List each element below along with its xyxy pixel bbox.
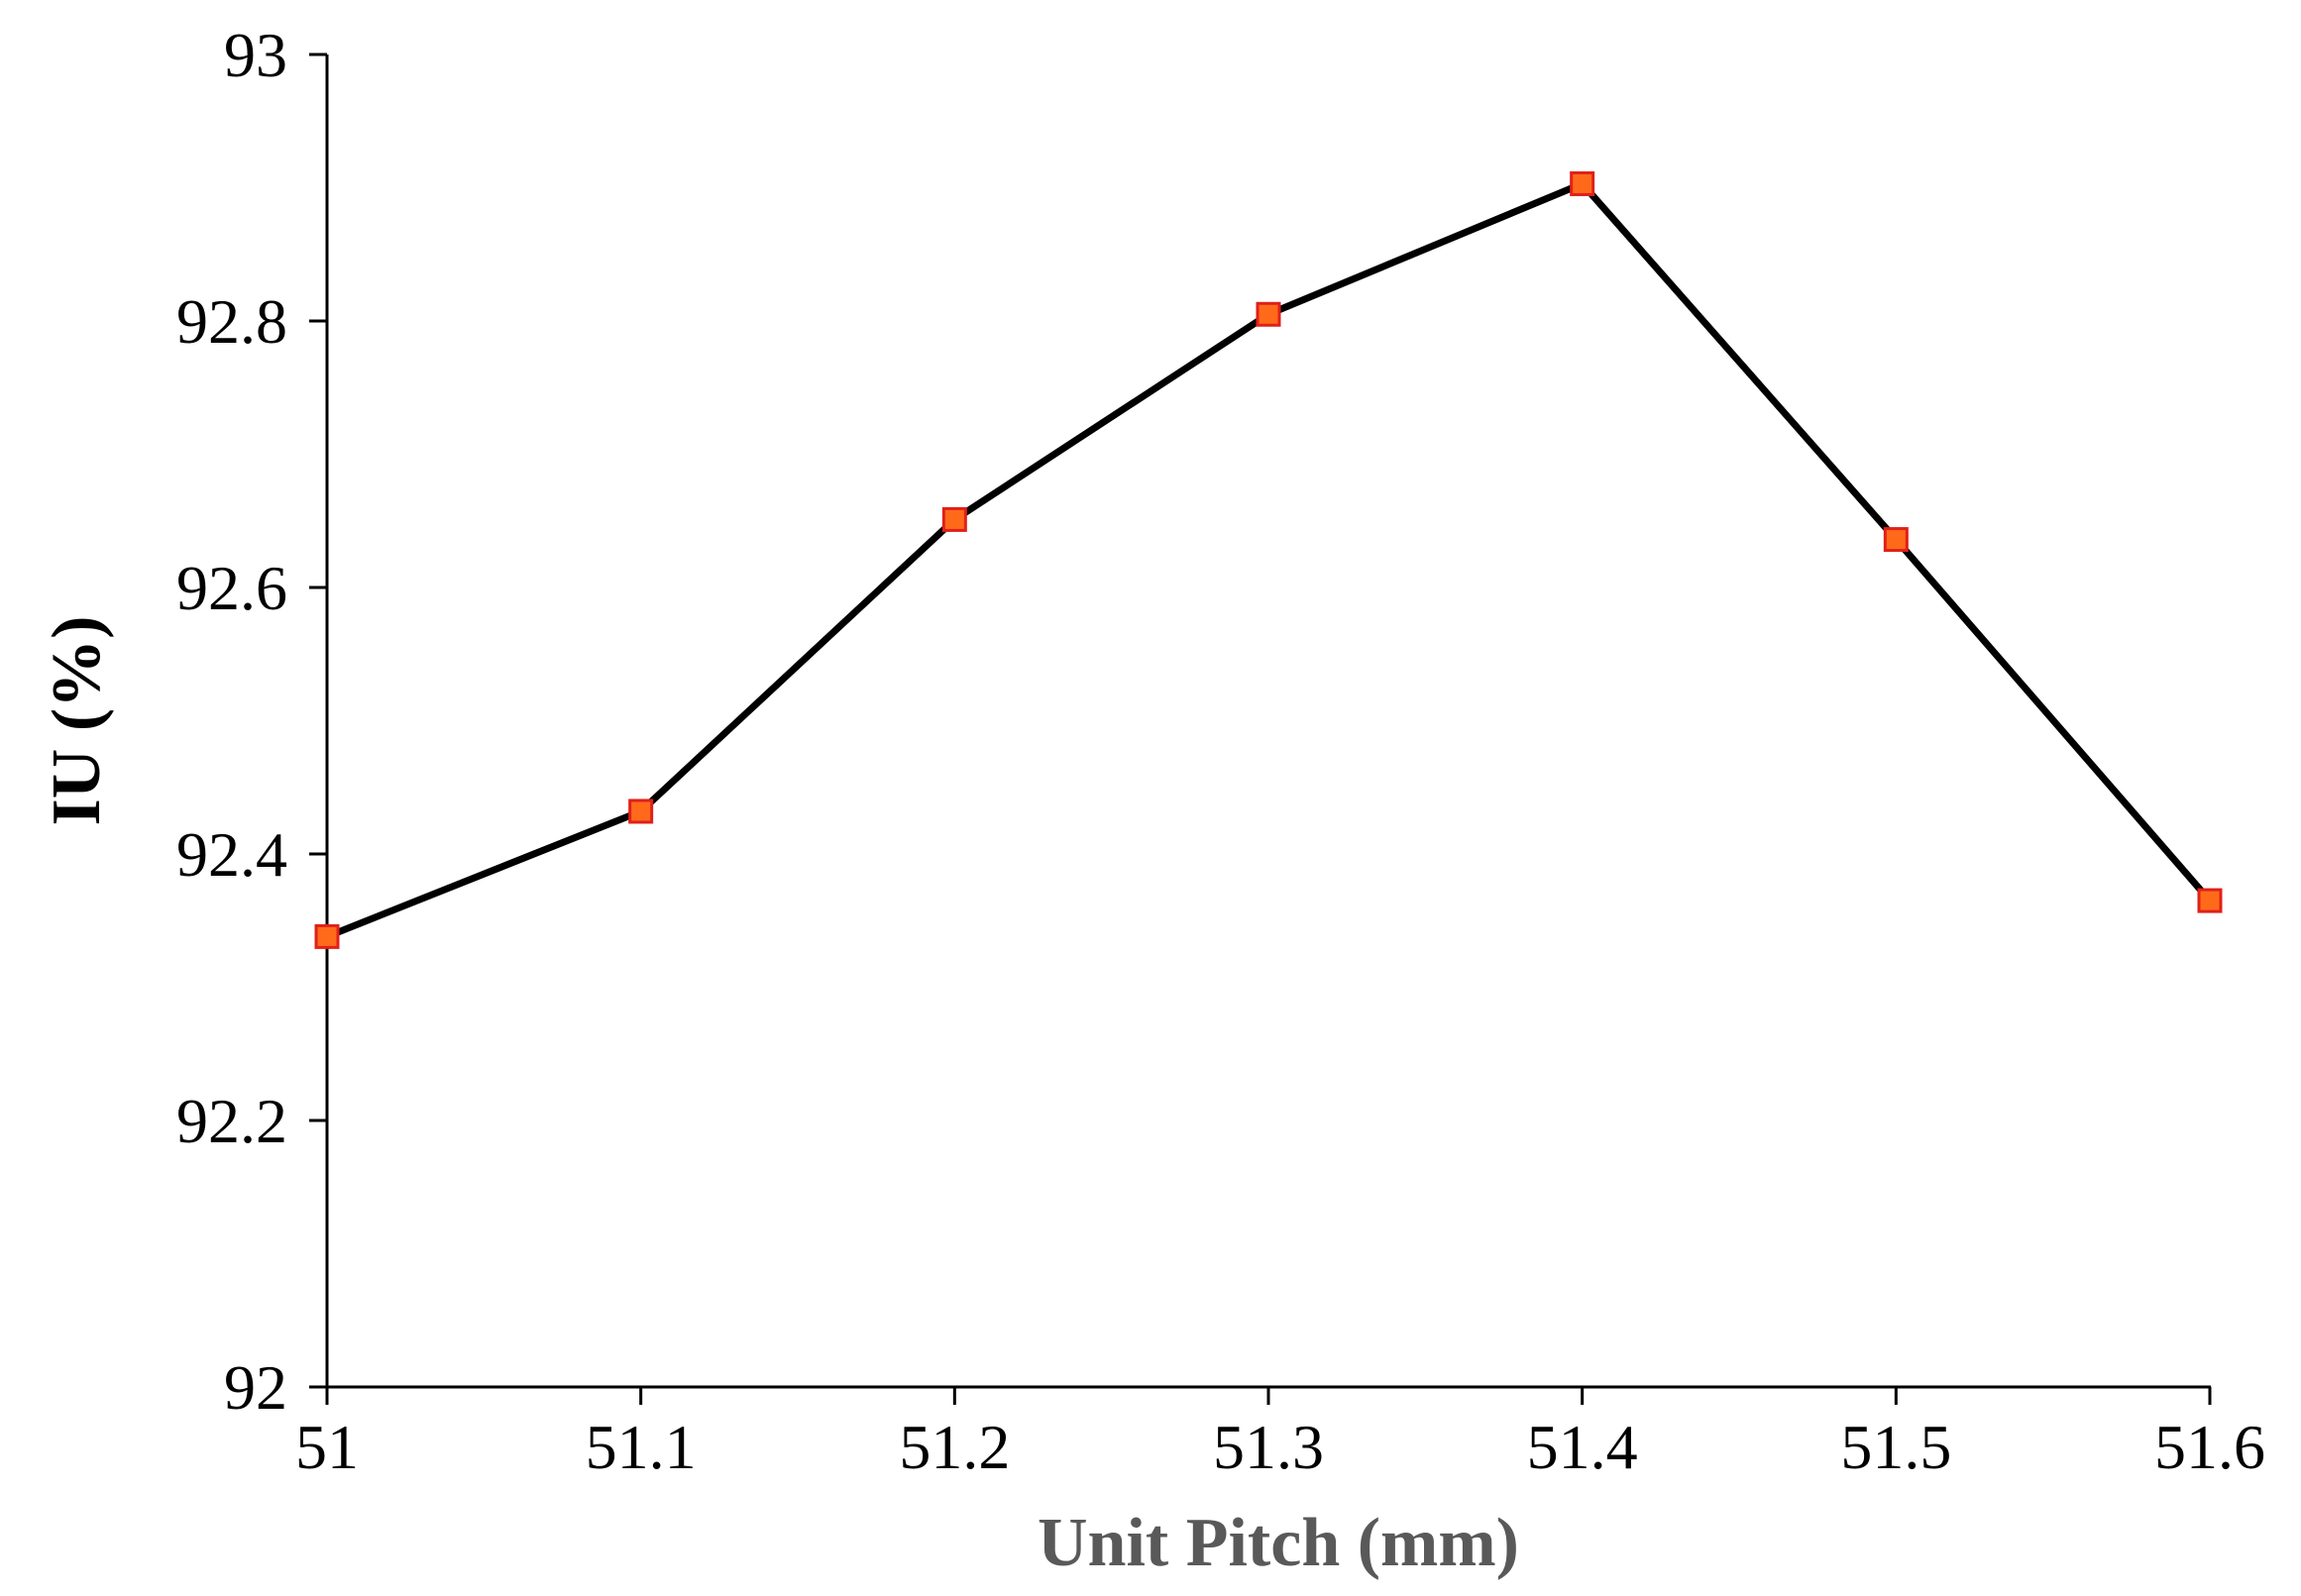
x-tick-label: 51.1 — [586, 1412, 697, 1482]
y-ticks: 92 92.2 92.4 92.6 92.8 93 — [176, 20, 327, 1423]
data-point — [628, 798, 654, 824]
x-tick-label: 51 — [295, 1412, 359, 1482]
y-tick-label: 92.8 — [176, 286, 287, 357]
x-ticks: 51 51.1 51.2 51.3 51.4 51.5 51.6 — [295, 1387, 2265, 1482]
y-tick-label: 92 — [224, 1352, 287, 1423]
data-point — [2197, 888, 2223, 913]
y-tick-label: 92.2 — [176, 1086, 287, 1156]
data-point — [941, 506, 967, 532]
data-point — [1883, 527, 1909, 553]
x-tick-label: 51.2 — [899, 1412, 1010, 1482]
series-line — [323, 179, 2214, 940]
y-axis-title: IU (%) — [39, 616, 115, 826]
y-tick-label: 92.6 — [176, 553, 287, 623]
data-point — [1256, 301, 1281, 327]
y-tick-label: 93 — [224, 20, 287, 90]
data-point — [1570, 170, 1595, 196]
x-tick-label: 51.3 — [1213, 1412, 1324, 1482]
y-tick-label: 92.4 — [176, 819, 287, 890]
x-tick-label: 51.4 — [1527, 1412, 1638, 1482]
x-axis-title: Unit Pitch (mm) — [1038, 1505, 1519, 1581]
x-tick-label: 51.5 — [1840, 1412, 1951, 1482]
axes — [325, 54, 2211, 1389]
series-layer — [314, 170, 2223, 949]
data-point — [314, 923, 340, 949]
x-tick-label: 51.6 — [2154, 1412, 2265, 1482]
